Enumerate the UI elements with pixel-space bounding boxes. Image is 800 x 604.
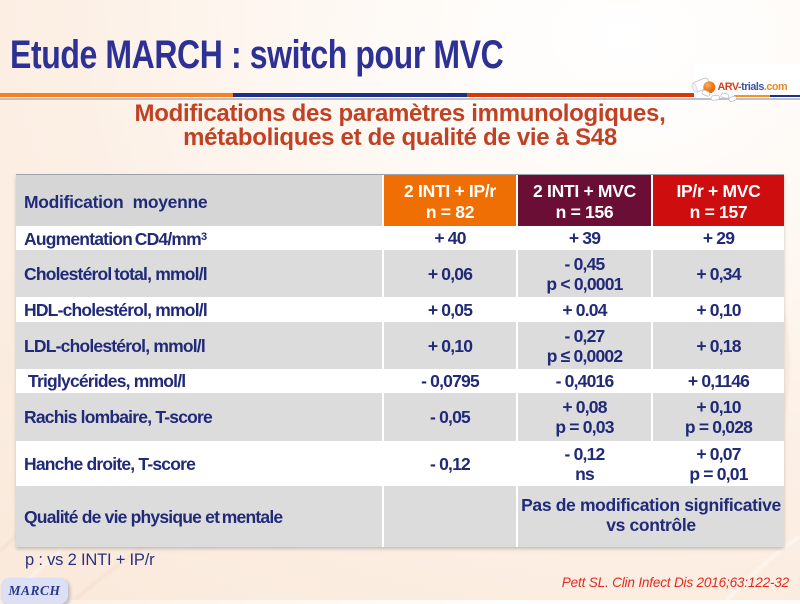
svg-text:ARV-trials.com: ARV-trials.com (718, 81, 788, 93)
